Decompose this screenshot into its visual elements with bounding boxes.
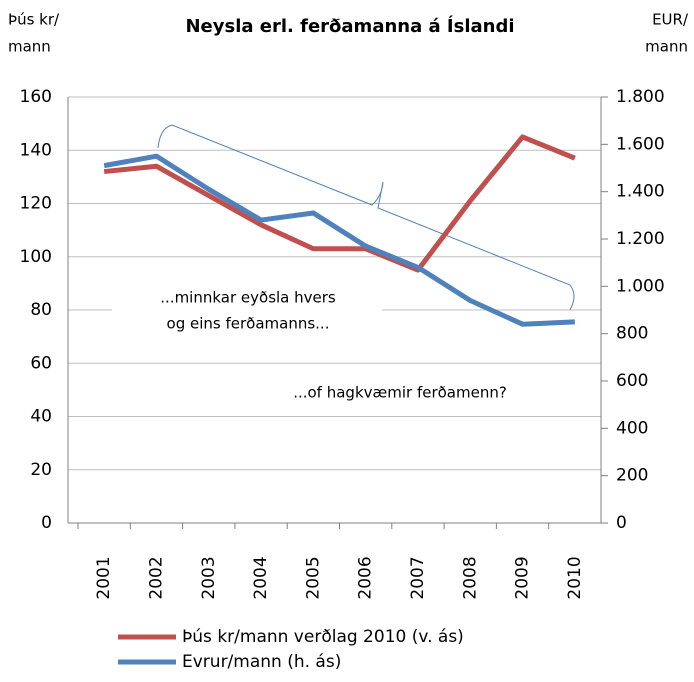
y-tick-label: 40 xyxy=(30,407,52,427)
x-tick-label: 2004 xyxy=(251,556,271,599)
x-tick-label: 2006 xyxy=(356,556,376,599)
x-tick-label: 2008 xyxy=(460,556,480,599)
annotation: ...minnkar eyðsla hvers xyxy=(160,289,336,307)
y-tick-label: 160 xyxy=(20,87,52,107)
y-label: mann xyxy=(8,38,51,56)
legend-label: Þús kr/mann verðlag 2010 (v. ás) xyxy=(182,627,464,647)
y2-tick-label: 600 xyxy=(616,371,648,391)
y-tick-label: 120 xyxy=(20,194,52,214)
y2-tick-label: 800 xyxy=(616,324,648,344)
y2-label: mann xyxy=(645,38,688,56)
x-tick-label: 2005 xyxy=(303,556,323,599)
annotation-bg xyxy=(112,283,382,339)
x-tick-label: 2003 xyxy=(199,556,219,599)
series-line xyxy=(103,153,575,327)
y2-tick-label: 1.600 xyxy=(616,134,665,154)
y2-tick-label: 1.400 xyxy=(616,182,665,202)
y2-tick-label: 0 xyxy=(616,513,627,533)
y2-tick-label: 1.800 xyxy=(616,87,665,107)
y2-tick-label: 1.200 xyxy=(616,229,665,249)
chart-title: Neysla erl. ferðamanna á Íslandi xyxy=(185,15,514,37)
y-tick-label: 100 xyxy=(20,247,52,267)
x-tick-label: 2009 xyxy=(513,556,533,599)
brace xyxy=(157,124,575,311)
y-tick-label: 20 xyxy=(30,460,52,480)
x-tick-label: 2001 xyxy=(94,556,114,599)
legend-label: Evrur/mann (h. ás) xyxy=(182,652,341,672)
y2-tick-label: 1.000 xyxy=(616,276,665,296)
y2-tick-label: 200 xyxy=(616,466,648,486)
y-tick-label: 0 xyxy=(41,513,52,533)
y-tick-label: 80 xyxy=(30,300,52,320)
y-tick-label: 60 xyxy=(30,353,52,373)
x-tick-label: 2002 xyxy=(146,556,166,599)
annotation: ...of hagkvæmir ferðamenn? xyxy=(293,384,507,402)
y-label: Þús kr/ xyxy=(8,11,60,29)
annotation: og eins ferðamanns... xyxy=(167,315,330,333)
y2-label: EUR/ xyxy=(652,11,689,29)
x-tick-label: 2010 xyxy=(565,556,585,599)
series-line xyxy=(103,134,576,273)
y2-tick-label: 400 xyxy=(616,418,648,438)
y-tick-label: 140 xyxy=(20,140,52,160)
x-tick-label: 2007 xyxy=(408,556,428,599)
